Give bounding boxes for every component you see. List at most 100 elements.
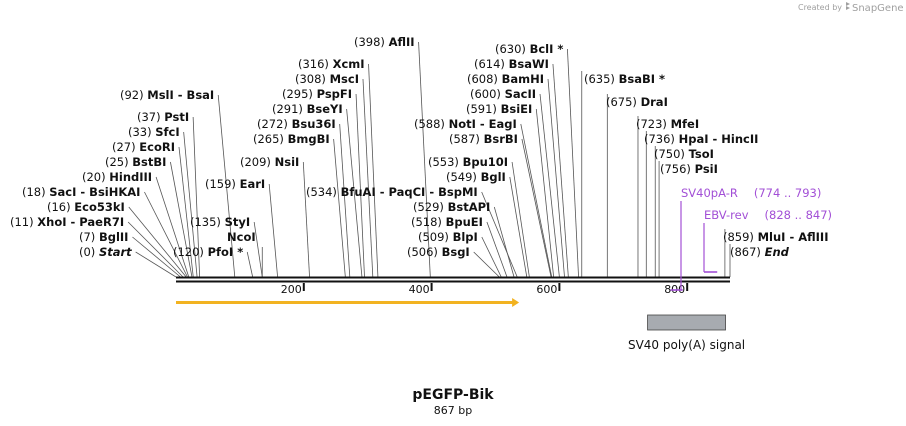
site-label-mfei[interactable]: (723) MfeI xyxy=(636,117,699,131)
site-label-sacii[interactable]: (600) SacII xyxy=(470,87,536,101)
site-label-bstapi[interactable]: (529) BstAPI xyxy=(413,200,490,214)
site-label-bsawi[interactable]: (614) BsaWI xyxy=(474,57,549,71)
site-tsoi[interactable]: (750) TsoI xyxy=(654,147,714,161)
site-label-ecori[interactable]: (27) EcoRI xyxy=(112,140,175,154)
site-label-saci-bsihkai[interactable]: (18) SacI - BsiHKAI xyxy=(22,185,140,199)
site-label-xcmi[interactable]: (316) XcmI xyxy=(298,57,365,71)
site-sacii[interactable]: (600) SacII xyxy=(470,87,536,101)
site-label-bfuai-paqci-bspmi[interactable]: (534) BfuAI - PaqCI - BspMI xyxy=(306,185,478,199)
site-label-pspfi[interactable]: (295) PspFI xyxy=(282,87,352,101)
site-label-bmgbi[interactable]: (265) BmgBI xyxy=(253,132,330,146)
site-start[interactable]: (0) Start xyxy=(79,245,132,259)
site-label-start[interactable]: (0) Start xyxy=(79,245,132,259)
site-xhoi-paer7i[interactable]: (11) XhoI - PaeR7I xyxy=(10,215,124,229)
site-sfci[interactable]: (33) SfcI xyxy=(128,125,180,139)
orf-body[interactable] xyxy=(176,301,514,304)
site-label-nsii[interactable]: (209) NsiI xyxy=(240,155,299,169)
site-bstapi[interactable]: (529) BstAPI xyxy=(413,200,490,214)
site-msli-bsai[interactable]: (92) MslI - BsaI xyxy=(120,88,214,102)
site-label-noti-eagi[interactable]: (588) NotI - EagI xyxy=(414,117,517,131)
site-label-xhoi-paer7i[interactable]: (11) XhoI - PaeR7I xyxy=(10,215,124,229)
site-drai[interactable]: (675) DraI xyxy=(606,95,668,109)
site-label-ncoi[interactable]: NcoI xyxy=(227,230,256,244)
site-label-bsiei[interactable]: (591) BsiEI xyxy=(466,102,532,116)
orf-arrowhead-icon[interactable] xyxy=(512,298,520,307)
site-label-mlui-afliii[interactable]: (859) MluI - AflIII xyxy=(723,230,829,244)
site-label-drai[interactable]: (675) DraI xyxy=(606,95,668,109)
primer-ebv-rev[interactable]: EBV-rev (828 .. 847) xyxy=(703,208,832,273)
site-bcli[interactable]: (630) BclI * xyxy=(495,42,563,56)
site-blpi[interactable]: (509) BlpI xyxy=(418,230,478,244)
site-label-psti[interactable]: (37) PstI xyxy=(137,110,189,124)
site-label-eco53ki[interactable]: (16) Eco53kI xyxy=(47,200,125,214)
primer-label-ebv-rev[interactable]: EBV-rev (828 .. 847) xyxy=(704,208,832,222)
site-label-sfci[interactable]: (33) SfcI xyxy=(128,125,180,139)
primer-sv40pa-r[interactable]: SV40pA-R (774 .. 793) xyxy=(670,186,822,291)
site-hpai-hincii[interactable]: (736) HpaI - HincII xyxy=(644,132,758,146)
site-bstbi[interactable]: (25) BstBI xyxy=(105,155,166,169)
site-label-tsoi[interactable]: (750) TsoI xyxy=(654,147,714,161)
site-label-bsrbi[interactable]: (587) BsrBI xyxy=(449,132,518,146)
site-label-bamhi[interactable]: (608) BamHI xyxy=(467,72,544,86)
site-label-psii[interactable]: (756) PsiI xyxy=(660,162,718,176)
site-end[interactable]: (867) End xyxy=(730,245,790,259)
site-eari[interactable]: (159) EarI xyxy=(205,177,265,191)
site-noti-eagi[interactable]: (588) NotI - EagI xyxy=(414,117,517,131)
primer-label-sv40pa-r[interactable]: SV40pA-R (774 .. 793) xyxy=(681,186,821,200)
site-bsu36i[interactable]: (272) Bsu36I xyxy=(257,117,336,131)
site-label-end[interactable]: (867) End xyxy=(730,245,790,259)
feature-sv40-poly-a-signal[interactable]: SV40 poly(A) signal xyxy=(628,314,745,352)
site-bgli[interactable]: (549) BglI xyxy=(446,170,506,184)
feature-box-sv40-poly-a-signal[interactable] xyxy=(647,314,726,331)
site-label-blpi[interactable]: (509) BlpI xyxy=(418,230,478,244)
site-label-bsgi[interactable]: (506) BsgI xyxy=(407,245,470,259)
site-bsawi[interactable]: (614) BsaWI xyxy=(474,57,549,71)
site-label-aflii[interactable]: (398) AflII xyxy=(354,35,415,49)
site-bfuai-paqci-bspmi[interactable]: (534) BfuAI - PaqCI - BspMI xyxy=(306,185,478,199)
site-label-bglii[interactable]: (7) BglII xyxy=(79,230,128,244)
site-label-msli-bsai[interactable]: (92) MslI - BsaI xyxy=(120,88,214,102)
site-ecori[interactable]: (27) EcoRI xyxy=(112,140,175,154)
site-label-bcli[interactable]: (630) BclI * xyxy=(495,42,563,56)
site-styi[interactable]: (135) StyI xyxy=(190,215,250,229)
site-bsrbi[interactable]: (587) BsrBI xyxy=(449,132,518,146)
site-label-bsabi[interactable]: (635) BsaBI * xyxy=(584,72,665,86)
site-psti[interactable]: (37) PstI xyxy=(137,110,189,124)
site-aflii[interactable]: (398) AflII xyxy=(354,35,415,49)
site-bsgi[interactable]: (506) BsgI xyxy=(407,245,470,259)
site-bsiei[interactable]: (591) BsiEI xyxy=(466,102,532,116)
site-bseyi[interactable]: (291) BseYI xyxy=(272,102,343,116)
site-mlui-afliii[interactable]: (859) MluI - AflIII xyxy=(723,230,829,244)
site-pspfi[interactable]: (295) PspFI xyxy=(282,87,352,101)
site-label-bpu10i[interactable]: (553) Bpu10I xyxy=(428,155,508,169)
site-label-msci[interactable]: (308) MscI xyxy=(295,72,359,86)
site-label-styi[interactable]: (135) StyI xyxy=(190,215,250,229)
site-bpu10i[interactable]: (553) Bpu10I xyxy=(428,155,508,169)
site-label-hindiii[interactable]: (20) HindIII xyxy=(82,170,152,184)
site-psii[interactable]: (756) PsiI xyxy=(660,162,718,176)
site-bglii[interactable]: (7) BglII xyxy=(79,230,128,244)
site-xcmi[interactable]: (316) XcmI xyxy=(298,57,365,71)
site-label-bgli[interactable]: (549) BglI xyxy=(446,170,506,184)
site-ncoi[interactable]: NcoI xyxy=(227,230,256,244)
site-bmgbi[interactable]: (265) BmgBI xyxy=(253,132,330,146)
site-bsabi[interactable]: (635) BsaBI * xyxy=(584,72,665,86)
site-pfoi[interactable]: (120) PfoI * xyxy=(173,245,243,259)
site-eco53ki[interactable]: (16) Eco53kI xyxy=(47,200,125,214)
site-label-pfoi[interactable]: (120) PfoI * xyxy=(173,245,243,259)
site-nsii[interactable]: (209) NsiI xyxy=(240,155,299,169)
site-label-bstbi[interactable]: (25) BstBI xyxy=(105,155,166,169)
site-label-hpai-hincii[interactable]: (736) HpaI - HincII xyxy=(644,132,758,146)
site-saci-bsihkai[interactable]: (18) SacI - BsiHKAI xyxy=(22,185,140,199)
site-position: (27) xyxy=(112,140,139,154)
site-label-bsu36i[interactable]: (272) Bsu36I xyxy=(257,117,336,131)
site-label-bpuei[interactable]: (518) BpuEI xyxy=(411,215,483,229)
site-hindiii[interactable]: (20) HindIII xyxy=(82,170,152,184)
site-label-eari[interactable]: (159) EarI xyxy=(205,177,265,191)
site-bamhi[interactable]: (608) BamHI xyxy=(467,72,544,86)
site-label-bseyi[interactable]: (291) BseYI xyxy=(272,102,343,116)
site-mfei[interactable]: (723) MfeI xyxy=(636,117,699,131)
site-bpuei[interactable]: (518) BpuEI xyxy=(411,215,483,229)
site-position: (159) xyxy=(205,177,240,191)
site-msci[interactable]: (308) MscI xyxy=(295,72,359,86)
